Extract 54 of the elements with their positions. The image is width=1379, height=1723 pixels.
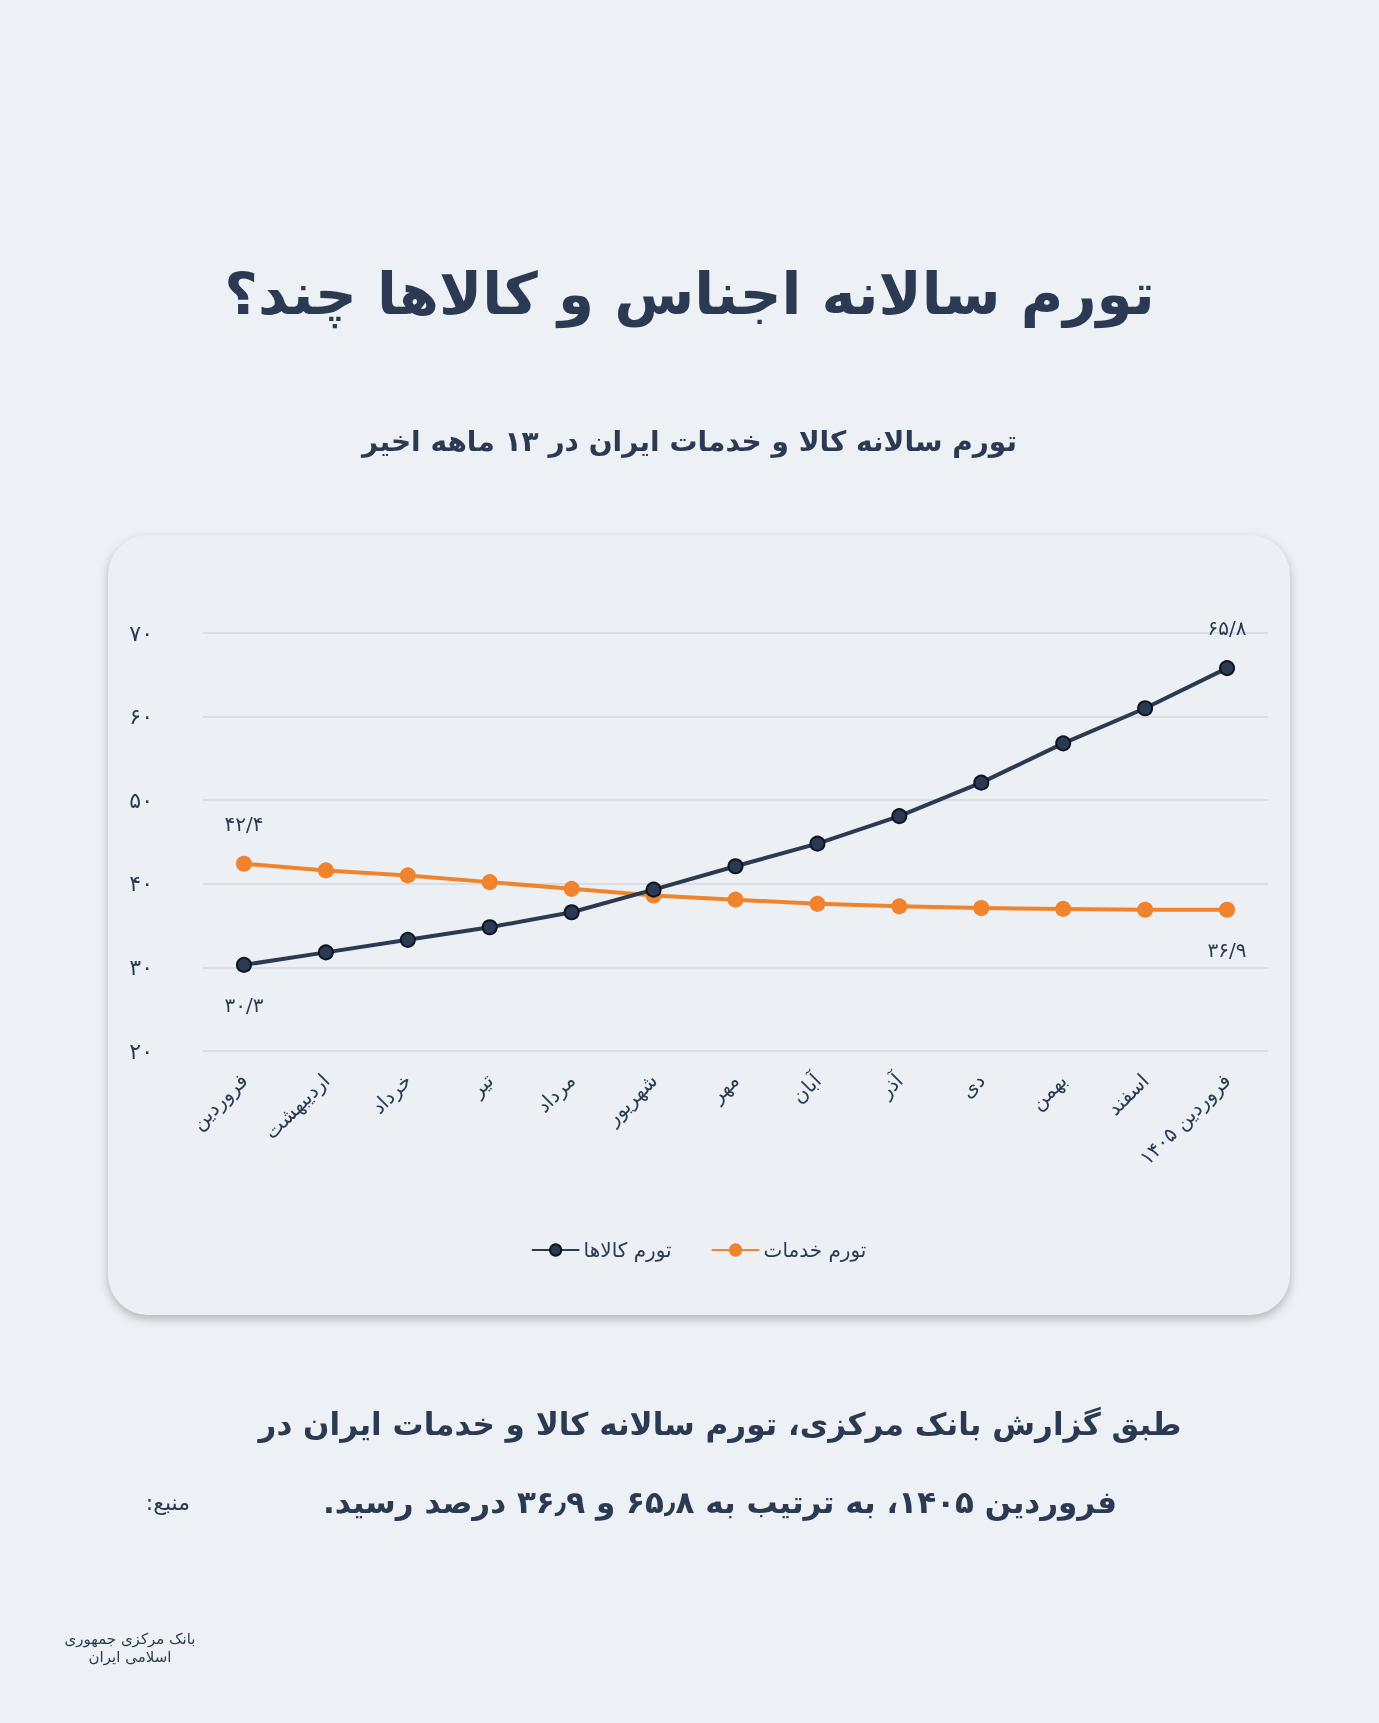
text: بانک مرکزی جمهوری اسلامی ایران xyxy=(63,1630,197,1666)
legend-label: تورم خدمات xyxy=(763,1238,867,1262)
y-tick-label: ۶۰ xyxy=(129,704,153,730)
point xyxy=(1219,660,1236,677)
point xyxy=(891,898,908,915)
x-tick-label: شهریور xyxy=(600,1068,663,1131)
x-tick-label: فروردین xyxy=(186,1068,253,1135)
y-tick-label: ۳۰ xyxy=(129,954,153,980)
y-tick-label: ۴۰ xyxy=(129,871,153,897)
x-tick-label: دی xyxy=(955,1068,990,1103)
point xyxy=(727,891,744,908)
text: طبق گزارش بانک مرکزی، تورم سالانه کالا و خدمات ایران در فروردین ۱۴۰۵، به ترتیب به ۶۵٫۸ و ۳۶٫۹ درصد رسید. xyxy=(258,1406,1182,1520)
point xyxy=(1137,901,1154,918)
legend-label: تورم کالاها xyxy=(583,1238,672,1262)
point xyxy=(645,881,662,898)
point xyxy=(973,774,990,791)
point xyxy=(727,858,744,875)
point xyxy=(1219,901,1236,918)
point xyxy=(399,931,416,948)
point xyxy=(317,944,334,961)
point xyxy=(563,880,580,897)
x-tick-label: آبان xyxy=(785,1066,827,1109)
point xyxy=(235,855,252,872)
point xyxy=(317,862,334,879)
data-label: ۶۵/۸ xyxy=(1207,616,1247,641)
point xyxy=(481,919,498,936)
x-tick-label: اسفند xyxy=(1102,1068,1154,1121)
point xyxy=(809,835,826,852)
x-tick-label: تیر xyxy=(464,1068,499,1103)
point xyxy=(563,904,580,921)
data-label: ۳۶/۹ xyxy=(1207,937,1247,962)
y-tick-label: ۵۰ xyxy=(129,787,153,813)
y-tick-label: ۷۰ xyxy=(129,620,153,646)
point xyxy=(1055,735,1072,752)
y-tick-label: ۲۰ xyxy=(129,1038,153,1064)
point xyxy=(809,895,826,912)
chart-title: تورم سالانه اجناس و کالاها چند؟ xyxy=(223,260,1156,328)
point xyxy=(481,874,498,891)
x-tick-label: مرداد xyxy=(531,1068,581,1118)
x-tick-label: مهر xyxy=(704,1068,744,1109)
data-label: ۳۰/۳ xyxy=(224,992,264,1017)
data-label: ۴۲/۴ xyxy=(224,811,264,836)
x-tick-label: اردیبهشت xyxy=(259,1068,335,1144)
point xyxy=(1137,700,1154,717)
point xyxy=(1055,900,1072,917)
point xyxy=(973,900,990,917)
x-tick-label: بهمن xyxy=(1025,1068,1072,1115)
text: منبع: xyxy=(144,1490,190,1515)
point xyxy=(399,867,416,884)
x-tick-label: خرداد xyxy=(366,1068,417,1119)
chart-subtitle: تورم سالانه کالا و خدمات ایران در ۱۳ ماهه اخیر xyxy=(359,425,1018,458)
point xyxy=(891,808,908,825)
point xyxy=(235,956,252,973)
x-tick-label: آذر xyxy=(872,1066,909,1104)
